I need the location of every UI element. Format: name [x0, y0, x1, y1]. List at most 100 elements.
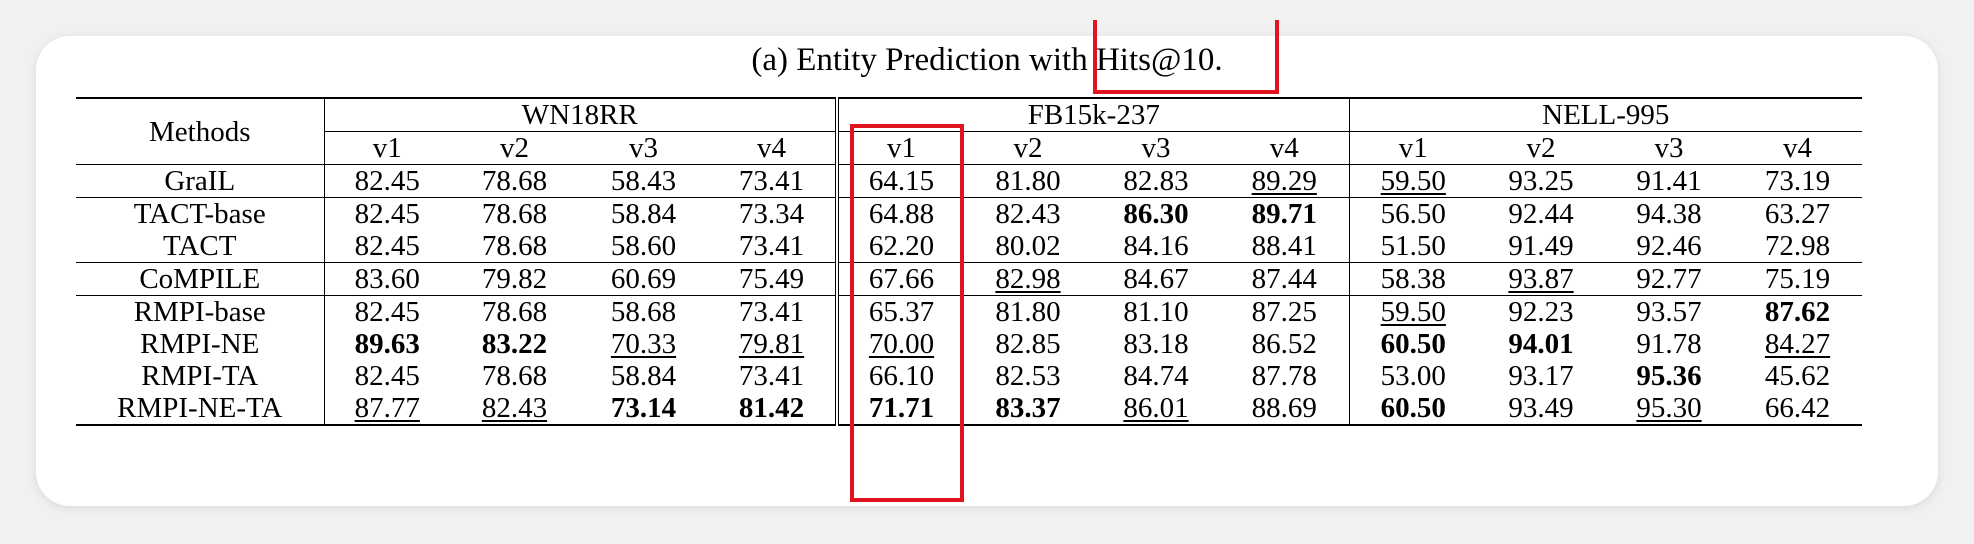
results-table: Methods WN18RR FB15k-237 NELL-995 v1 v2 …	[76, 97, 1863, 426]
score-cell: 82.45	[323, 230, 450, 263]
score-value: 92.44	[1508, 198, 1574, 230]
table-row: TACT 82.45 78.68 58.60 73.41 62.20 80.02 84.16 8…	[76, 230, 1862, 263]
score-value: 91.78	[1636, 328, 1702, 360]
score-value: 82.45	[354, 198, 420, 230]
score-value: 59.50	[1380, 165, 1446, 197]
score-cell: 82.45	[323, 197, 450, 230]
score-value: 63.27	[1764, 198, 1831, 230]
score-cell: 58.84	[579, 360, 708, 392]
score-value: 58.60	[610, 230, 677, 262]
score-cell: 58.60	[579, 230, 708, 263]
score-cell: 60.50	[1348, 392, 1478, 426]
score-value: 83.22	[481, 328, 548, 360]
score-cell: 72.98	[1733, 230, 1862, 263]
score-cell: 87.25	[1220, 295, 1350, 328]
score-value: 86.01	[1123, 392, 1189, 424]
score-cell: 89.63	[323, 328, 450, 360]
score-value: 82.83	[1123, 165, 1189, 197]
highlight-box-hits10	[1093, 20, 1279, 94]
score-value: 80.02	[995, 230, 1061, 262]
score-cell: 83.60	[323, 262, 450, 296]
score-value: 95.30	[1636, 392, 1702, 424]
score-value: 53.00	[1380, 360, 1446, 392]
score-value: 89.71	[1251, 198, 1317, 230]
table-body: GraIL 82.45 78.68 58.43 73.41 64.15 81.80 82.83…	[76, 164, 1863, 426]
method-name: GraIL	[76, 164, 324, 198]
score-value: 75.49	[738, 263, 805, 295]
score-cell: 73.41	[708, 230, 837, 263]
score-value: 78.68	[481, 296, 548, 328]
score-cell: 91.41	[1605, 164, 1734, 198]
score-cell: 86.52	[1220, 328, 1349, 360]
score-value: 60.69	[610, 263, 677, 295]
score-cell: 82.43	[450, 392, 579, 426]
score-value: 59.50	[1380, 296, 1446, 328]
score-cell: 82.45	[323, 164, 450, 198]
score-cell: 58.38	[1348, 262, 1478, 296]
score-cell: 82.85	[964, 328, 1092, 360]
table-row: RMPI-TA 82.45 78.68 58.84 73.41 66.10 82.53 84.…	[76, 360, 1862, 392]
score-cell: 93.57	[1605, 295, 1734, 328]
score-value: 82.53	[995, 360, 1061, 392]
score-cell: 83.37	[964, 392, 1092, 426]
score-value: 66.42	[1764, 392, 1831, 424]
score-cell: 73.41	[708, 360, 837, 392]
score-cell: 73.19	[1733, 164, 1863, 198]
score-value: 91.41	[1636, 165, 1702, 197]
score-cell: 91.49	[1477, 230, 1605, 263]
score-cell: 87.78	[1220, 360, 1349, 392]
score-cell: 82.53	[964, 360, 1092, 392]
score-cell: 67.66	[835, 262, 964, 296]
score-value: 78.68	[481, 360, 548, 392]
score-cell: 82.43	[964, 197, 1092, 230]
score-cell: 89.71	[1220, 197, 1350, 230]
score-value: 81.80	[995, 296, 1061, 328]
score-cell: 92.46	[1605, 230, 1733, 263]
score-cell: 88.41	[1220, 230, 1349, 263]
score-value: 73.34	[738, 198, 805, 230]
score-value: 84.16	[1123, 230, 1189, 262]
score-cell: 70.33	[579, 328, 708, 360]
score-value: 56.50	[1380, 198, 1446, 230]
score-cell: 73.14	[579, 392, 708, 426]
score-value: 81.42	[738, 392, 805, 424]
score-value: 73.41	[738, 165, 805, 197]
score-cell: 86.01	[1092, 392, 1220, 426]
score-cell: 87.44	[1220, 262, 1350, 296]
score-value: 65.37	[868, 296, 935, 328]
score-value: 82.45	[354, 360, 420, 392]
method-name: RMPI-TA	[141, 360, 259, 392]
score-value: 79.82	[481, 263, 548, 295]
score-value: 45.62	[1764, 360, 1831, 392]
version-header: v4	[757, 132, 786, 164]
score-cell: 95.30	[1605, 392, 1734, 426]
score-cell: 59.50	[1348, 295, 1478, 328]
score-cell: 51.50	[1348, 230, 1478, 263]
score-cell: 71.71	[835, 392, 964, 426]
score-value: 84.74	[1123, 360, 1189, 392]
score-cell: 66.10	[835, 360, 964, 392]
group-header-nell-995: NELL-995	[1348, 98, 1863, 132]
score-cell: 81.42	[708, 392, 837, 426]
table-row: TACT-base 82.45 78.68 58.84 73.34 64.88 82.43 8…	[76, 197, 1863, 230]
score-cell: 86.30	[1092, 197, 1220, 230]
table-caption: (a) Entity Prediction with Hits@10.	[751, 42, 1223, 78]
group-header-wn18rr: WN18RR	[323, 98, 837, 132]
score-value: 91.49	[1508, 230, 1574, 262]
score-cell: 65.37	[835, 295, 964, 328]
score-cell: 88.69	[1220, 392, 1350, 426]
score-cell: 95.36	[1605, 360, 1733, 392]
methods-header: Methods	[149, 115, 251, 148]
score-value: 87.78	[1251, 360, 1317, 392]
score-value: 78.68	[481, 198, 548, 230]
score-cell: 60.69	[579, 262, 708, 296]
table-row: RMPI-base 82.45 78.68 58.68 73.41 65.37 81.80 8…	[76, 295, 1863, 328]
method-name: CoMPILE	[76, 262, 324, 296]
score-value: 93.57	[1636, 296, 1702, 328]
score-value: 93.17	[1508, 360, 1574, 392]
version-header: v1	[323, 131, 450, 165]
score-value: 84.27	[1764, 328, 1831, 360]
score-value: 87.25	[1251, 296, 1317, 328]
version-header: v4	[1269, 132, 1299, 164]
version-header: v1	[1348, 131, 1478, 165]
